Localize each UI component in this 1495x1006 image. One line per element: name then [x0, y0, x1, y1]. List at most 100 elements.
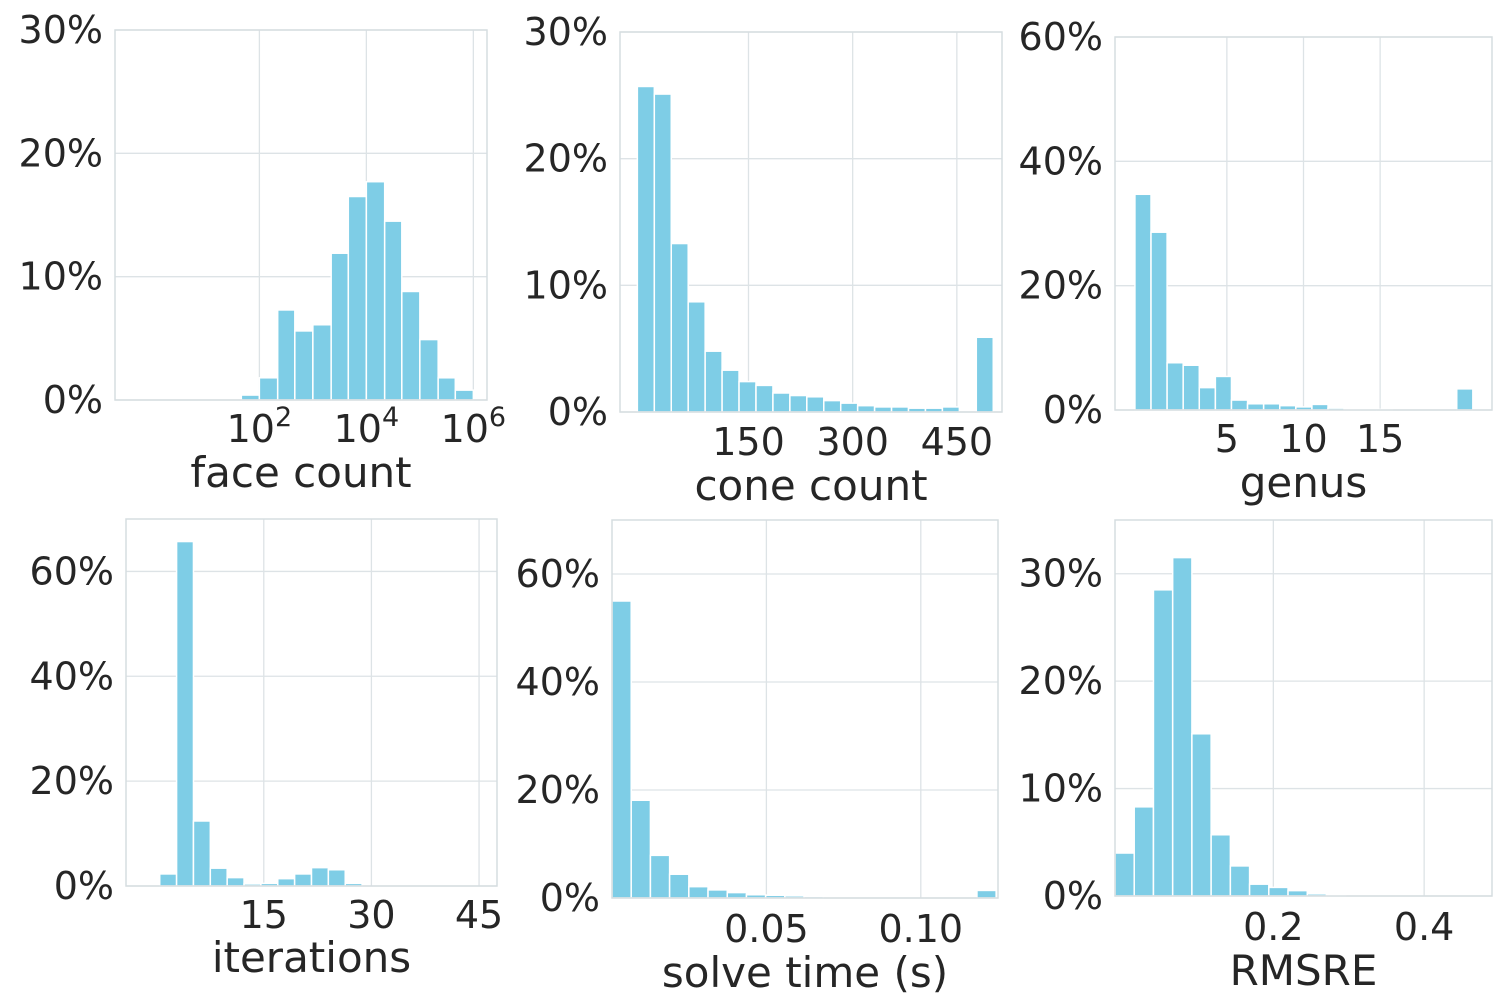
- histogram-bar: [365, 180, 386, 401]
- histogram-bar: [726, 891, 748, 899]
- histogram-bar: [890, 406, 910, 413]
- y-tick-label: 10%: [19, 255, 103, 299]
- x-axis-label: solve time (s): [662, 948, 948, 997]
- histogram-bar: [401, 290, 421, 401]
- x-tick-label: 102: [227, 402, 293, 451]
- histogram-bar: [1268, 886, 1289, 897]
- histogram-bar: [687, 301, 706, 413]
- histogram-bar: [856, 404, 876, 413]
- histogram-bar: [649, 854, 671, 899]
- x-tick-label: 0.10: [878, 907, 963, 951]
- y-tick-label: 20%: [516, 768, 600, 812]
- x-tick-label: 45: [455, 893, 503, 937]
- histogram-bar: [158, 873, 178, 887]
- histogram-bar: [1287, 889, 1309, 897]
- histogram-bar: [1171, 556, 1193, 897]
- plot-frame: [114, 29, 488, 401]
- histogram-bar: [312, 324, 332, 401]
- y-tick-label: 0%: [548, 390, 608, 434]
- x-tick-label: 450: [921, 420, 994, 464]
- histogram-panel-1: 0% 10% 20% 30% 102 104 106 face count: [19, 8, 507, 497]
- histogram-bar: [789, 394, 808, 413]
- histogram-bar: [1191, 733, 1212, 897]
- histogram-bar: [823, 399, 842, 413]
- histogram-bar: [1152, 589, 1174, 897]
- y-tick-label: 10%: [524, 263, 608, 307]
- histogram-bar: [1166, 362, 1184, 411]
- histogram-bar: [611, 600, 632, 899]
- histogram-bar: [1248, 883, 1270, 897]
- histogram-bar: [688, 885, 709, 899]
- x-tick-label: 300: [816, 420, 889, 464]
- y-tick-label: 60%: [30, 549, 114, 593]
- histogram-bar: [1198, 386, 1217, 411]
- histogram-bar: [1246, 403, 1265, 411]
- histogram-bar: [437, 377, 457, 401]
- x-tick-label: 106: [441, 402, 507, 451]
- histogram-bar: [670, 242, 689, 413]
- x-axis-label: RMSRE: [1230, 946, 1378, 995]
- histogram-panel-6: 0% 10% 20% 30% 0.2 0.4 RMSRE: [1019, 519, 1493, 995]
- histogram-bar: [772, 392, 791, 413]
- histogram-bar: [1456, 388, 1474, 411]
- x-axis-label: cone count: [694, 461, 927, 510]
- y-tick-label: 20%: [1019, 659, 1103, 703]
- y-tick-label: 20%: [19, 131, 103, 175]
- y-tick-label: 20%: [1019, 264, 1103, 308]
- histogram-bar: [419, 338, 439, 401]
- y-tick-label: 0%: [54, 864, 114, 908]
- histogram-bar: [347, 195, 368, 401]
- y-tick-label: 40%: [30, 654, 114, 698]
- histogram-bar: [1114, 852, 1135, 897]
- plot-frame: [1114, 36, 1493, 411]
- y-tick-label: 20%: [30, 759, 114, 803]
- histogram-bar: [1133, 806, 1155, 897]
- x-tick-label: 10: [1279, 417, 1327, 461]
- histogram-panel-4: 0% 20% 40% 60% 15 30 45 iterations: [30, 518, 503, 982]
- histogram-bar: [668, 873, 690, 899]
- histogram-bar: [653, 93, 673, 413]
- histogram-bar: [277, 877, 296, 887]
- histogram-bar: [806, 396, 825, 413]
- histogram-bar: [707, 889, 728, 899]
- histogram-bar: [330, 252, 350, 401]
- x-tick-label: 104: [334, 402, 400, 451]
- histogram-bar: [383, 220, 403, 401]
- histogram-bar: [1210, 834, 1232, 897]
- histogram-bar: [941, 406, 961, 413]
- histogram-bar: [1262, 403, 1281, 411]
- histogram-bar: [327, 868, 346, 887]
- y-tick-label: 10%: [1019, 767, 1103, 811]
- x-tick-label: 30: [347, 893, 395, 937]
- y-tick-label: 60%: [516, 552, 600, 596]
- y-tick-label: 60%: [1019, 15, 1103, 59]
- histogram-bar: [976, 889, 997, 899]
- histogram-bar: [1229, 865, 1251, 897]
- x-tick-label: 150: [712, 420, 785, 464]
- histogram-bar: [258, 377, 279, 401]
- histogram-bar: [454, 389, 475, 401]
- histogram-bar: [226, 876, 245, 887]
- x-tick-label: 0.4: [1394, 905, 1454, 949]
- y-tick-label: 0%: [1043, 874, 1103, 918]
- x-axis-label: face count: [190, 448, 411, 497]
- y-tick-label: 30%: [19, 8, 103, 52]
- x-tick-label: 15: [240, 893, 288, 937]
- histogram-bar: [630, 799, 652, 899]
- x-axis-label: iterations: [212, 933, 411, 982]
- histogram-bar: [1182, 364, 1201, 411]
- histogram-bar: [293, 873, 313, 887]
- plot-frame: [1114, 519, 1493, 897]
- histogram-bar: [192, 820, 212, 887]
- histogram-bar: [175, 540, 195, 887]
- histogram-bar: [704, 350, 723, 413]
- histogram-bar: [209, 867, 228, 887]
- y-tick-label: 0%: [540, 876, 600, 920]
- plot-frame: [619, 31, 1003, 413]
- histogram-bar: [873, 406, 893, 413]
- histogram-bar: [755, 384, 774, 413]
- histogram-bar: [975, 336, 994, 413]
